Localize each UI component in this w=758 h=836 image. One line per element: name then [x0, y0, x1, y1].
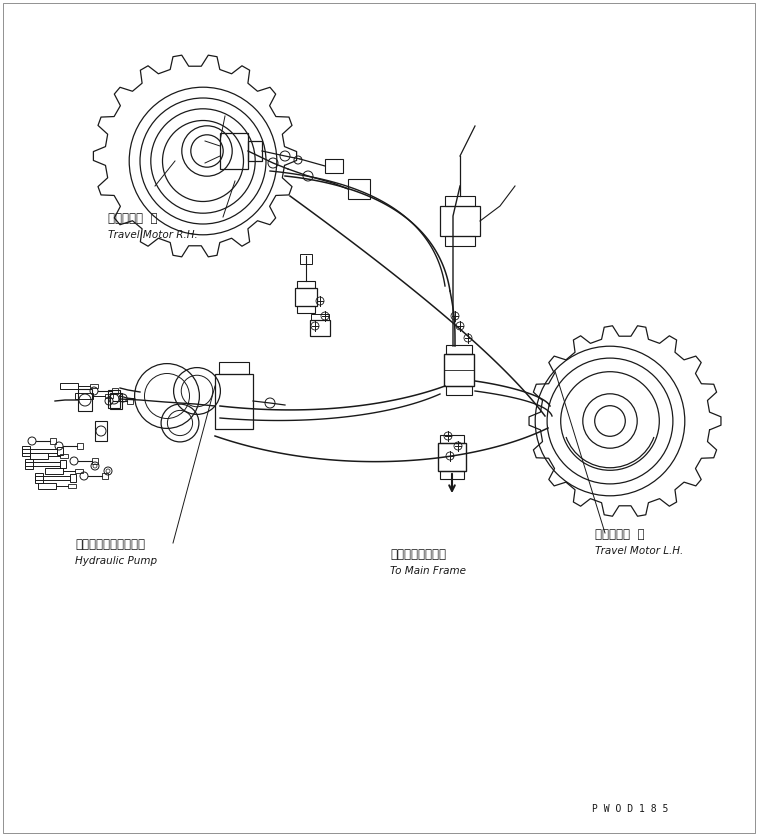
Text: Travel Motor L.H.: Travel Motor L.H.	[595, 546, 683, 556]
Bar	[95, 421, 107, 441]
Text: Hydraulic Pump: Hydraulic Pump	[75, 556, 157, 566]
Bar	[311, 314, 329, 320]
Bar	[348, 179, 370, 199]
Bar	[440, 206, 480, 236]
Bar	[248, 141, 262, 161]
Bar	[60, 460, 66, 468]
Text: メインフレームヘ: メインフレームヘ	[390, 548, 446, 561]
Bar	[219, 362, 249, 374]
Bar	[215, 374, 253, 429]
Text: To Main Frame: To Main Frame	[390, 566, 466, 576]
Bar	[68, 484, 76, 488]
Bar	[446, 386, 472, 395]
Bar	[445, 196, 475, 206]
Text: 走行モータ  左: 走行モータ 左	[595, 528, 644, 541]
Bar	[75, 393, 93, 399]
Bar	[57, 447, 63, 455]
Bar	[22, 449, 57, 453]
Bar	[78, 389, 92, 411]
Bar	[60, 454, 68, 458]
Bar	[300, 254, 312, 264]
Bar	[325, 159, 343, 173]
Bar	[110, 393, 122, 409]
Bar	[70, 474, 76, 482]
Bar	[105, 394, 113, 398]
Text: 走行モータ  右: 走行モータ 右	[108, 212, 158, 225]
Text: ハイドロリックポンプ: ハイドロリックポンプ	[75, 538, 145, 551]
Bar	[444, 354, 474, 386]
Bar	[297, 281, 315, 288]
Bar	[75, 469, 83, 473]
Bar	[297, 306, 315, 313]
Bar	[60, 383, 78, 389]
Bar	[446, 345, 472, 354]
Bar	[90, 384, 98, 388]
Bar	[35, 476, 70, 480]
Bar	[440, 471, 464, 479]
Bar	[77, 443, 83, 449]
Bar	[310, 320, 330, 336]
Bar	[220, 133, 248, 169]
Bar	[30, 453, 48, 459]
Bar	[45, 468, 63, 474]
Bar	[440, 435, 464, 443]
Bar	[108, 390, 120, 408]
Bar	[25, 462, 60, 466]
Bar	[25, 459, 33, 469]
Bar	[445, 236, 475, 246]
Bar	[92, 458, 98, 464]
Bar	[38, 483, 56, 489]
Text: P W O D 1 8 5: P W O D 1 8 5	[592, 804, 668, 814]
Bar	[127, 398, 133, 404]
Text: Travel Motor R.H.: Travel Motor R.H.	[108, 230, 198, 240]
Bar	[112, 388, 118, 394]
Bar	[295, 288, 317, 306]
Bar	[22, 446, 30, 456]
Bar	[35, 473, 43, 483]
Bar	[50, 438, 56, 444]
Bar	[438, 443, 466, 471]
Bar	[102, 473, 108, 479]
